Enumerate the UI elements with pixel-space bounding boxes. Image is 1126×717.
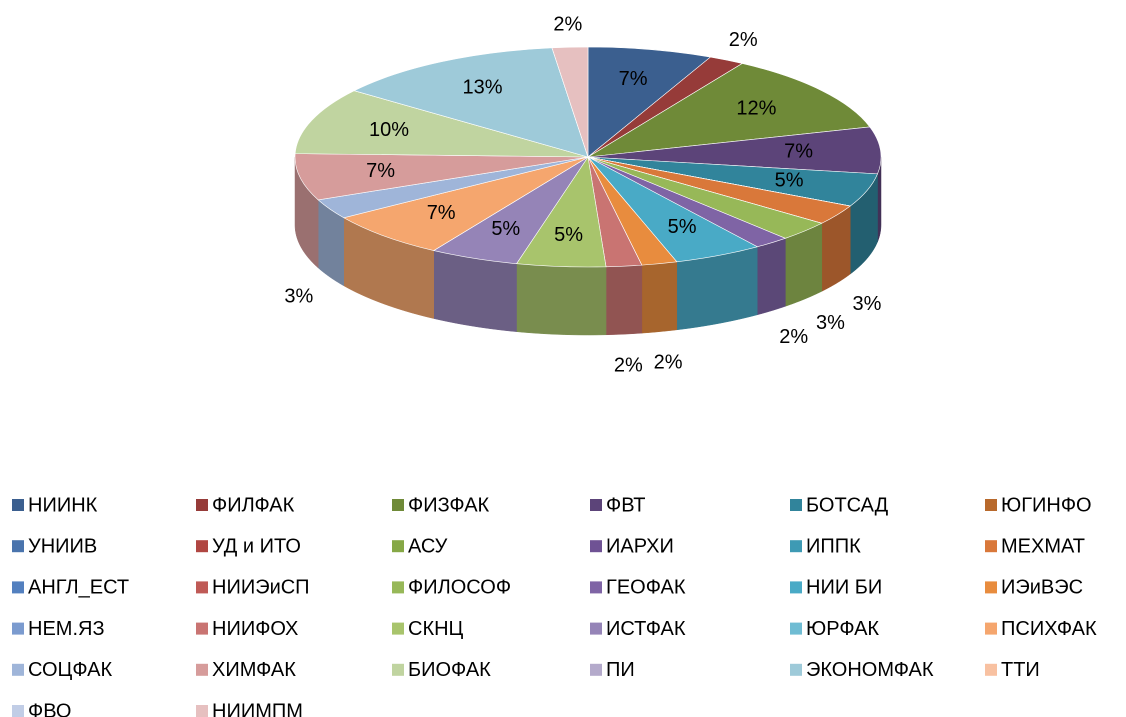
slice-side bbox=[605, 264, 643, 336]
legend-label: ИППК bbox=[806, 535, 861, 557]
slice-side bbox=[641, 261, 678, 334]
legend-swatch bbox=[790, 581, 802, 594]
data-label: 2% bbox=[654, 351, 683, 373]
data-label: 12% bbox=[736, 98, 776, 120]
legend-label: АСУ bbox=[408, 535, 448, 557]
legend-swatch bbox=[196, 499, 208, 511]
data-label: 3% bbox=[284, 286, 313, 308]
slice bbox=[294, 153, 589, 201]
legend-label: ГЕОФАК bbox=[606, 577, 686, 599]
slice bbox=[353, 47, 589, 158]
legend-label: ФВО bbox=[28, 700, 71, 717]
data-label: 5% bbox=[775, 169, 804, 191]
data-label: 5% bbox=[491, 218, 520, 240]
data-label: 2% bbox=[729, 29, 758, 51]
legend-swatch bbox=[392, 581, 404, 594]
legend-swatch bbox=[196, 540, 208, 553]
legend-swatch bbox=[790, 499, 802, 511]
data-label: 7% bbox=[366, 160, 395, 182]
legend-swatch bbox=[985, 663, 997, 676]
legend-swatch bbox=[985, 540, 997, 553]
slice bbox=[587, 126, 882, 175]
legend-label: БОТСАД bbox=[806, 494, 889, 516]
legend-swatch bbox=[590, 663, 602, 676]
legend-label: УНИИВ bbox=[28, 535, 97, 557]
legend-label: НИИНК bbox=[28, 494, 98, 516]
legend-label: ИАРХИ bbox=[606, 535, 674, 557]
data-label: 2% bbox=[553, 14, 582, 36]
slice bbox=[294, 90, 589, 158]
legend-label: ИСТФАК bbox=[606, 618, 686, 640]
legend-swatch bbox=[590, 622, 602, 635]
legend-swatch bbox=[12, 705, 24, 717]
legend-label: ФВТ bbox=[606, 494, 645, 516]
legend-swatch bbox=[392, 540, 404, 553]
legend-label: ЭКОНОМФАК bbox=[806, 659, 934, 681]
legend-label: НИИМПМ bbox=[212, 700, 303, 717]
legend-label: ИЭиВЭС bbox=[1001, 577, 1083, 599]
slice-side bbox=[757, 237, 786, 316]
legend-swatch bbox=[790, 540, 802, 553]
legend-label: ЮГИНФО bbox=[1001, 494, 1092, 516]
legend-swatch bbox=[196, 581, 208, 594]
legend-swatch bbox=[196, 705, 208, 717]
legend-label: СОЦФАК bbox=[28, 659, 112, 681]
legend-label: БИОФАК bbox=[408, 659, 491, 681]
legend-label: НИИ БИ bbox=[806, 577, 882, 599]
data-label: 10% bbox=[369, 119, 409, 141]
legend-swatch bbox=[985, 622, 997, 635]
legend-swatch bbox=[392, 663, 404, 676]
legend-label: ФИЗФАК bbox=[408, 494, 490, 516]
legend-swatch bbox=[12, 499, 24, 511]
legend-label: ТТИ bbox=[1001, 659, 1040, 681]
legend-swatch bbox=[790, 622, 802, 635]
slice bbox=[551, 46, 589, 158]
legend-label: ЮРФАК bbox=[806, 618, 879, 640]
legend-swatch bbox=[12, 540, 24, 553]
pie-tops bbox=[294, 46, 882, 268]
slice bbox=[342, 156, 589, 251]
legend-swatch bbox=[392, 499, 404, 511]
data-label: 7% bbox=[784, 140, 813, 162]
legend-label: НИИЭиСП bbox=[212, 577, 310, 599]
legend-swatch bbox=[985, 499, 997, 511]
legend-label: ФИЛФАК bbox=[212, 494, 295, 516]
legend-swatch bbox=[12, 622, 24, 635]
data-label: 3% bbox=[816, 312, 845, 334]
legend-swatch bbox=[196, 622, 208, 635]
legend-swatch bbox=[196, 663, 208, 676]
legend-label: МЕХМАТ bbox=[1001, 535, 1085, 557]
legend-swatch bbox=[392, 622, 404, 635]
data-label: 2% bbox=[614, 354, 643, 376]
data-label: 7% bbox=[619, 68, 648, 90]
legend-label: ПИ bbox=[606, 659, 635, 681]
legend-label: СКНЦ bbox=[408, 618, 464, 640]
data-label: 5% bbox=[668, 216, 697, 238]
legend-label: ФИЛОСОФ bbox=[408, 577, 511, 599]
data-label: 2% bbox=[779, 326, 808, 348]
legend-swatch bbox=[985, 581, 997, 594]
legend-label: ХИМФАК bbox=[212, 659, 296, 681]
legend-swatch bbox=[12, 663, 24, 676]
legend-label: УД и ИТО bbox=[212, 535, 301, 557]
data-label: 7% bbox=[427, 202, 456, 224]
legend-swatch bbox=[790, 663, 802, 676]
legend-label: АНГЛ_ЕСТ bbox=[28, 577, 129, 599]
data-label: 13% bbox=[463, 77, 503, 99]
slice-side bbox=[516, 263, 607, 336]
data-label: 3% bbox=[853, 293, 882, 315]
legend-label: НИИФОХ bbox=[212, 618, 298, 640]
legend-swatch bbox=[590, 540, 602, 553]
slice bbox=[587, 46, 712, 158]
legend-swatch bbox=[12, 581, 24, 594]
legend-swatch bbox=[590, 499, 602, 511]
data-label: 5% bbox=[554, 224, 583, 246]
legend-label: ПСИХФАК bbox=[1001, 618, 1097, 640]
legend-swatch bbox=[590, 581, 602, 594]
legend-label: НЕМ.ЯЗ bbox=[28, 618, 105, 640]
slice bbox=[587, 63, 871, 158]
